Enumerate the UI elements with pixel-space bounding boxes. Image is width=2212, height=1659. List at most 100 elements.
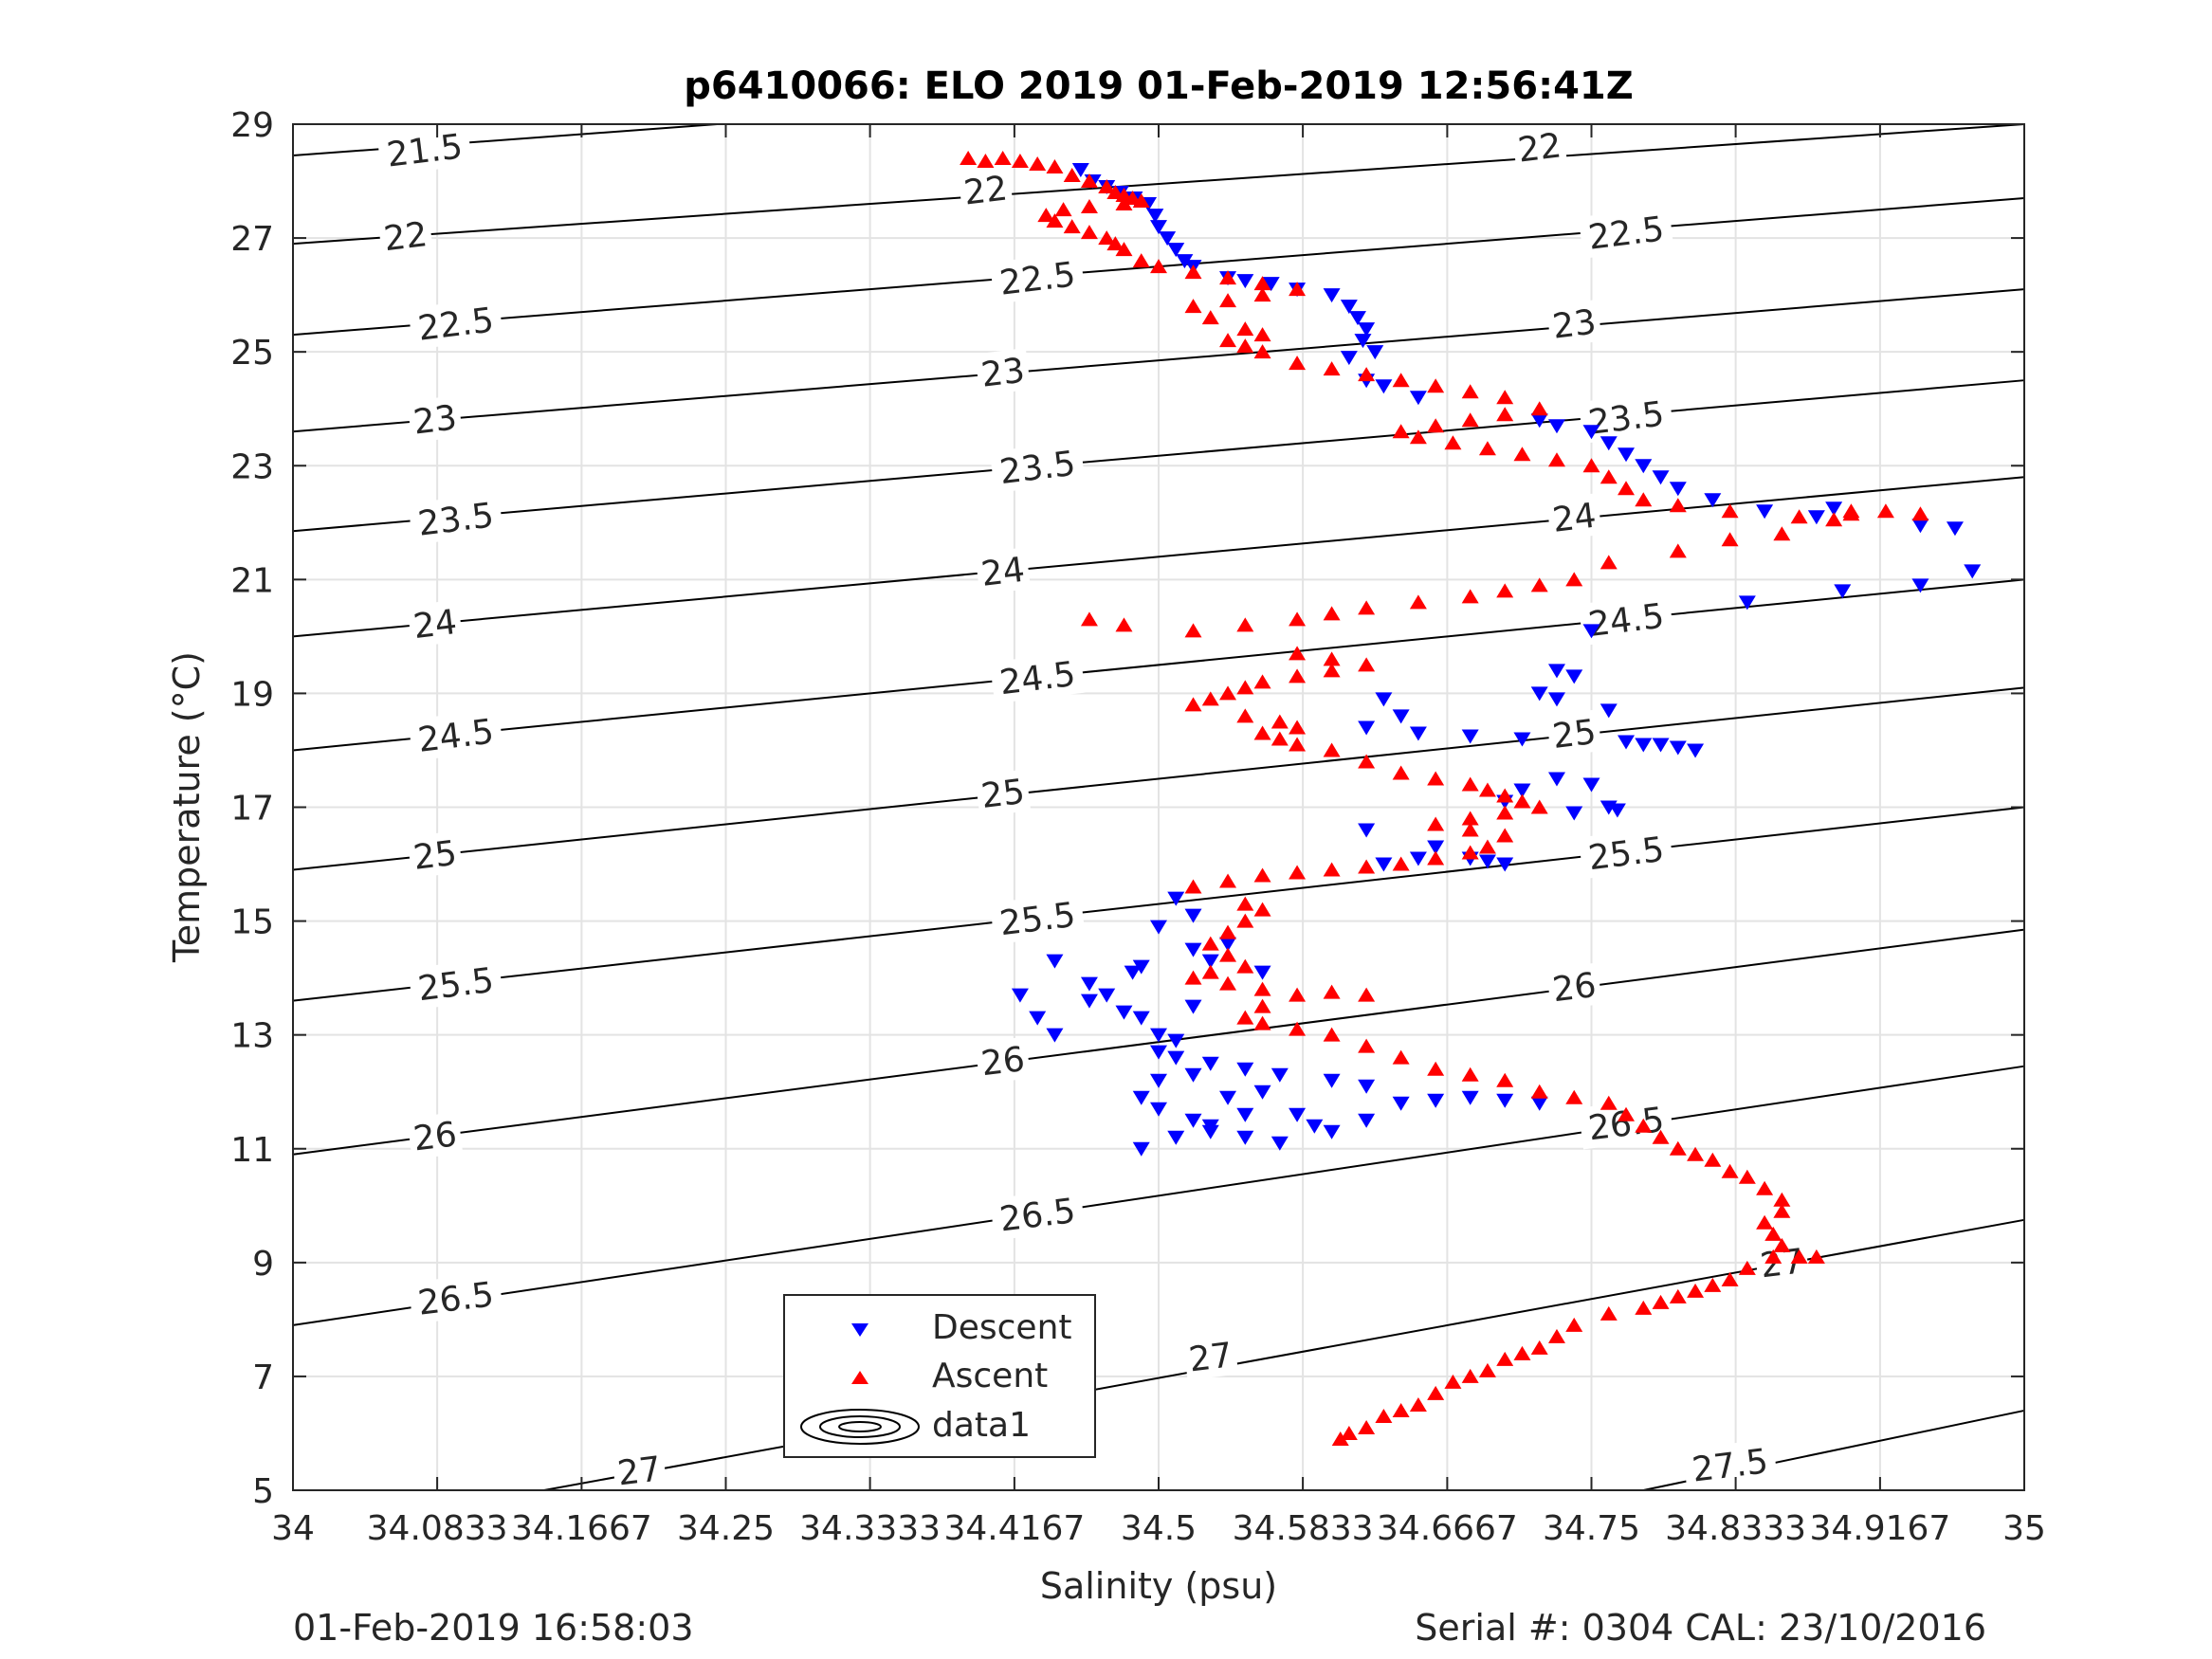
descent-point [1600, 703, 1618, 719]
ascent-point [1375, 1408, 1393, 1423]
ascent-point [1184, 299, 1202, 314]
ascent-point [1080, 225, 1098, 240]
ascent-point [1253, 725, 1271, 740]
descent-point [1807, 510, 1825, 525]
ascent-point [1618, 1106, 1636, 1121]
contour-label-bg [407, 1111, 464, 1160]
ascent-point [1054, 202, 1072, 217]
ascent-point [1427, 850, 1445, 866]
ascent-point [1773, 1237, 1791, 1252]
descent-point [1478, 854, 1496, 869]
descent-point [1071, 163, 1089, 178]
contour-label-bg [975, 1036, 1032, 1085]
ascent-point [1253, 867, 1271, 883]
footer-serial-cal: Serial #: 0304 CAL: 23/10/2016 [1415, 1607, 1986, 1649]
descent-point [1159, 231, 1177, 246]
ascent-point [994, 151, 1012, 166]
contour-label: 23 [979, 352, 1027, 395]
ascent-point [1427, 1061, 1445, 1076]
ascent-point [1184, 264, 1202, 280]
y-tick-label: 27 [230, 220, 274, 259]
descent-point [1608, 803, 1626, 818]
descent-point [1834, 584, 1852, 599]
descent-point [1340, 351, 1358, 366]
ascent-point [1427, 816, 1445, 831]
descent-point [1115, 1005, 1133, 1020]
descent-point [1011, 988, 1029, 1003]
ascent-point [1687, 1283, 1705, 1298]
ascent-point [1289, 720, 1307, 735]
x-tick-label: 34.25 [677, 1509, 775, 1548]
descent-point [1132, 1011, 1150, 1026]
ascent-point [1323, 606, 1341, 621]
descent-point [1029, 1011, 1047, 1026]
descent-point [1530, 686, 1548, 702]
density-contours: 21.5 22 22 22 22.5 22.5 22.5 23 23 23 23.5 23.5 23.5… [292, 122, 2025, 1495]
descent-point [1150, 1102, 1167, 1117]
ascent-point [1236, 338, 1254, 354]
contour-label-bg [407, 599, 464, 647]
descent-point [1375, 379, 1393, 394]
ascent-point [1106, 236, 1124, 251]
contour-label: 24.5 [1586, 597, 1667, 645]
contour-label: 25.5 [997, 896, 1078, 943]
descent-point [1236, 274, 1254, 289]
y-tick-label: 5 [252, 1472, 274, 1511]
axis-ticks: 34 34.0833 34.1667 34.25 34.3333 34.4167 34.5 3… [230, 106, 2046, 1548]
descent-point [1124, 965, 1142, 980]
ascent-point [1565, 1089, 1583, 1104]
descent-point [1150, 1045, 1167, 1060]
descent-point [1132, 1090, 1150, 1105]
ascent-point [1392, 373, 1410, 388]
ascent-point [1358, 367, 1376, 382]
ascent-point [1063, 219, 1081, 234]
x-tick-label: 34.3333 [799, 1509, 941, 1548]
density-contour-line [292, 379, 2025, 533]
ascent-point [1427, 1385, 1445, 1400]
contour-label: 22 [382, 215, 430, 259]
ascent-point [1652, 1294, 1670, 1309]
descent-point [1236, 1130, 1254, 1145]
ascent-point [1236, 958, 1254, 974]
contour-label-bg [408, 492, 503, 545]
ascent-point [1876, 503, 1894, 519]
descent-point [1496, 1093, 1514, 1108]
contour-label-bg [1545, 962, 1602, 1011]
descent-point [1756, 504, 1774, 520]
ascent-point [1721, 1271, 1739, 1286]
contour-label: 24 [979, 551, 1027, 594]
ascent-point [1547, 452, 1565, 467]
contour-label: 27 [1187, 1336, 1234, 1379]
ascent-point [1236, 680, 1254, 695]
ascent-point [1236, 896, 1254, 911]
descent-point [1461, 729, 1479, 744]
ascent-point [1219, 685, 1237, 701]
contour-label-bg [989, 1188, 1086, 1241]
contour-label: 26.5 [997, 1192, 1078, 1239]
descent-point [1530, 1096, 1548, 1111]
descent-point [1635, 459, 1653, 474]
descent-point [1825, 501, 1843, 517]
descent-point [1184, 999, 1202, 1014]
ascent-point [1669, 1140, 1687, 1156]
ascent-point [1150, 259, 1167, 274]
y-tick-label: 17 [230, 790, 274, 829]
ascent-point [1773, 1203, 1791, 1218]
ascent-point [1530, 1084, 1548, 1099]
ascent-point [1461, 589, 1479, 604]
contour-label-bg [1753, 1238, 1810, 1286]
legend-descent-marker [851, 1323, 868, 1337]
legend-descent-label: Descent [932, 1308, 1072, 1347]
descent-point [1409, 726, 1427, 741]
density-contour-line [292, 1065, 2025, 1326]
legend-contour-icon [800, 1409, 920, 1445]
descent-point [1132, 959, 1150, 975]
ascent-point [977, 154, 995, 169]
descent-point [1184, 908, 1202, 923]
contour-label-bg [1545, 493, 1602, 541]
ascent-point [1478, 1362, 1496, 1377]
ascent-point [1289, 987, 1307, 1002]
y-tick-label: 15 [230, 903, 274, 942]
ascent-point [1825, 512, 1843, 527]
descent-point [1167, 891, 1185, 906]
